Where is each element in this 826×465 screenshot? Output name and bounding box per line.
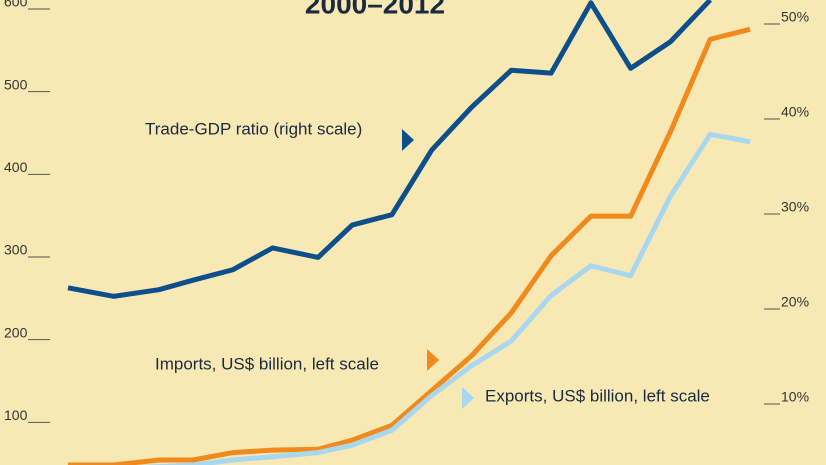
legend-marker <box>462 387 474 409</box>
series-line <box>67 0 713 299</box>
chart-title: 2000–2012 <box>305 0 445 19</box>
legend-marker <box>402 129 414 151</box>
y2-tick-label: 50% <box>781 9 809 25</box>
series-label: Trade-GDP ratio (right scale) <box>145 119 362 138</box>
y2-tick-label: 30% <box>781 199 809 215</box>
y2-tick-label: 40% <box>781 104 809 120</box>
y-tick-label: 300 <box>4 242 28 258</box>
series-line <box>134 131 751 465</box>
y-tick-label: 200 <box>4 324 28 340</box>
y-tick-label: 500 <box>4 76 28 92</box>
legend-marker <box>427 349 439 371</box>
series-label: Imports, US$ billion, left scale <box>155 354 379 373</box>
y-tick-label: 400 <box>4 159 28 175</box>
y-tick-label: 100 <box>4 407 28 423</box>
y-tick-label: 600 <box>4 0 28 10</box>
y2-tick-label: 20% <box>781 294 809 310</box>
y2-tick-label: 10% <box>781 389 809 405</box>
series-label: Exports, US$ billion, left scale <box>485 386 710 405</box>
series-line <box>68 26 751 465</box>
